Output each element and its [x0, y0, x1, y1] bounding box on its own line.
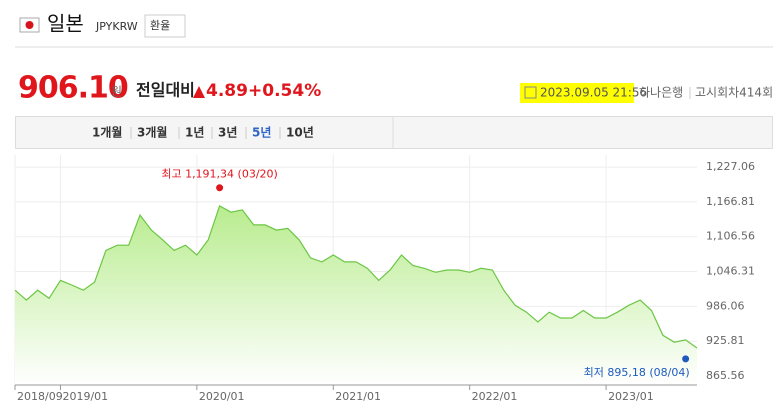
change: 4.89: [206, 81, 248, 101]
bank: 하나은행: [639, 85, 683, 100]
y-tick-label: 1,106.56: [706, 230, 755, 243]
price: 906.10: [18, 71, 128, 106]
y-tick-label: 1,227.06: [706, 160, 755, 173]
tab[interactable]: 3개월: [137, 125, 167, 140]
datetime: 2023.09.05 21:56: [540, 86, 647, 100]
area-line: [14, 205, 698, 349]
x-tick-label: 2021/01: [335, 390, 381, 403]
y-tick-label: 925.81: [706, 334, 745, 347]
change-label: 전일대비: [136, 81, 195, 100]
currency-code: JPYKRW: [95, 20, 138, 33]
x-tick-label: 2018/09: [17, 390, 63, 403]
tab[interactable]: 5년: [252, 126, 271, 140]
tab[interactable]: 1개월: [92, 125, 122, 140]
y-tick-label: 1,166.81: [706, 195, 755, 208]
x-tick-label: 2020/01: [199, 390, 245, 403]
annotation-dot: [682, 355, 690, 363]
area-fill: [15, 205, 697, 385]
highlight: [520, 83, 634, 103]
currency-name: 일본: [47, 12, 84, 36]
x-tick-label: 2023/01: [608, 390, 654, 403]
y-tick-label: 1,046.31: [706, 265, 755, 278]
tab[interactable]: 10년: [286, 126, 314, 140]
tab-bar: [15, 116, 773, 149]
y-tick-label: 986.06: [706, 299, 745, 312]
price-unit: 원: [111, 85, 122, 99]
x-tick-label: 2022/01: [472, 390, 518, 403]
chart: 865.56 925.81 986.06 1,046.31 1,106.56 1,166.…: [14, 155, 755, 403]
rate-button-label[interactable]: 환율: [150, 19, 170, 32]
round: 고시회차414회: [695, 86, 773, 100]
calendar-icon: [524, 86, 537, 99]
y-tick-label: 865.56: [706, 369, 745, 382]
flag-sun: [25, 21, 34, 29]
tabs: 1개월 3개월 1년 3년 5년 10년: [92, 125, 314, 140]
annotation-dot: [216, 184, 224, 192]
tab[interactable]: 3년: [218, 126, 237, 140]
change-pct: +0.54%: [248, 81, 321, 101]
annotation: 최저 895,18 (08/04): [584, 366, 690, 379]
up-arrow: [193, 86, 205, 98]
rate-button[interactable]: [144, 14, 186, 38]
annotation: 최고 1,191,34 (03/20): [161, 168, 278, 181]
tab[interactable]: 1년: [185, 126, 204, 140]
x-tick-label: 2019/01: [62, 390, 108, 403]
